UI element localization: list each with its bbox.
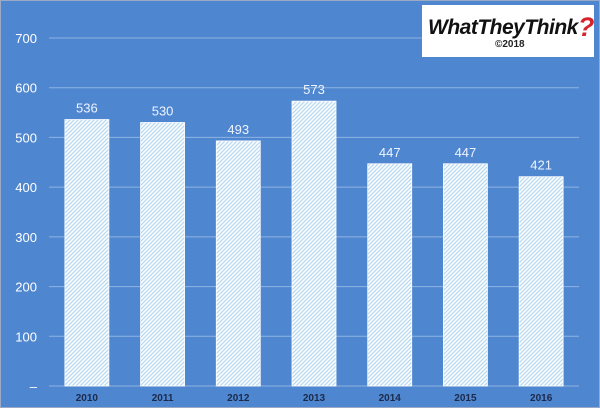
data-label-2015: 447 [455, 145, 477, 160]
y-tick-label-0: – [30, 379, 38, 394]
y-tick-label-700: 700 [15, 31, 37, 46]
data-label-2011: 530 [152, 104, 174, 119]
x-tick-label-2016: 2016 [530, 393, 553, 404]
bar-2010 [64, 119, 110, 387]
data-label-2016: 421 [530, 158, 552, 173]
copyright-label: ©2018 [495, 39, 525, 50]
x-tick-label-2015: 2015 [454, 393, 477, 404]
data-label-2014: 447 [379, 145, 401, 160]
logo-wordmark: WhatTheyThink? [428, 10, 595, 42]
x-tick-label-2014: 2014 [379, 393, 402, 404]
labels: – 100 200 300 400 500 600 700 536 2010 530 2011 493 2… [15, 31, 552, 404]
y-tick-label-300: 300 [15, 230, 37, 245]
y-tick-label-600: 600 [15, 81, 37, 96]
data-label-2010: 536 [76, 101, 98, 116]
whattheythink-logo: WhatTheyThink? ©2018 [422, 5, 594, 57]
x-tick-label-2013: 2013 [303, 393, 326, 404]
x-tick-label-2010: 2010 [76, 393, 99, 404]
y-tick-label-400: 400 [15, 180, 37, 195]
bar-2013 [291, 100, 337, 387]
data-label-2012: 493 [227, 122, 249, 137]
logo-question-mark: ? [577, 12, 595, 42]
bars [64, 100, 564, 387]
bar-2012 [215, 140, 261, 387]
bar-2016 [518, 176, 564, 387]
bar-2011 [140, 122, 185, 387]
logo-text: WhatTheyThink [428, 16, 578, 39]
data-label-2013: 573 [303, 82, 325, 97]
y-tick-label-100: 100 [15, 329, 37, 344]
x-tick-label-2012: 2012 [227, 393, 250, 404]
bar-2015 [443, 163, 488, 387]
y-tick-label-500: 500 [15, 130, 37, 145]
bar-2014 [367, 163, 413, 387]
y-tick-label-200: 200 [15, 280, 37, 295]
x-tick-label-2011: 2011 [152, 393, 174, 404]
